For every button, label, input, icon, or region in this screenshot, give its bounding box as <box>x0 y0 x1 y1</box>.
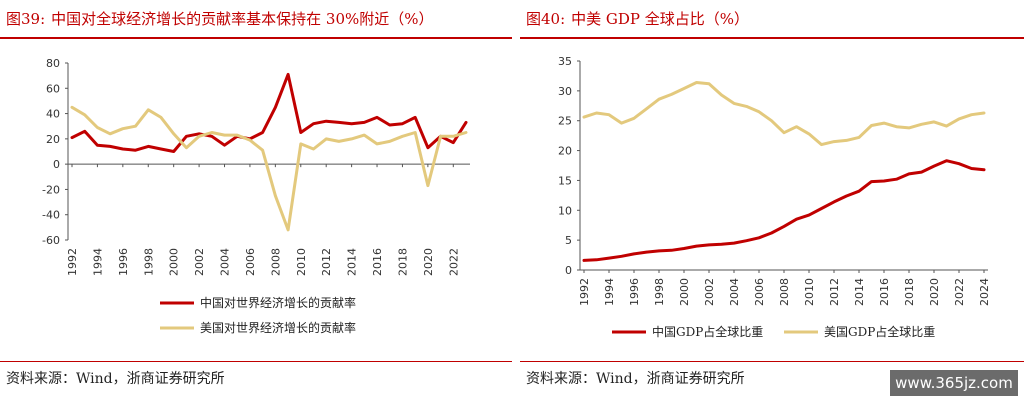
x-tick-label: 1996 <box>117 248 130 276</box>
y-tick-label: 15 <box>558 174 572 187</box>
x-tick-label: 2006 <box>753 278 766 306</box>
right-source-note: 资料来源：Wind，浙商证券研究所 <box>526 371 745 387</box>
x-tick-label: 2012 <box>828 278 841 306</box>
left-title-text: 中国对全球经济增长的贡献率基本保持在 30%附近（%） <box>51 10 434 28</box>
x-tick-label: 2004 <box>728 278 741 306</box>
x-tick-label: 2022 <box>953 278 966 306</box>
y-tick-label: 25 <box>558 115 572 128</box>
series-line <box>70 72 468 153</box>
x-tick-label: 2014 <box>346 248 359 276</box>
x-tick-label: 2002 <box>193 248 206 276</box>
x-tick-label: 2008 <box>778 278 791 306</box>
x-tick-label: 2010 <box>295 248 308 276</box>
x-tick-label: 2000 <box>678 278 691 306</box>
left-figure-number: 图39: <box>6 10 46 28</box>
left-panel-title: 图39: 中国对全球经济增长的贡献率基本保持在 30%附近（%） <box>6 8 434 29</box>
y-tick-label: 10 <box>558 204 572 217</box>
y-tick-label: 20 <box>46 133 60 146</box>
y-tick-label: -20 <box>42 183 60 196</box>
x-tick-label: 1998 <box>653 278 666 306</box>
x-tick-label: 2006 <box>244 248 257 276</box>
contribution-chart: 80 60 40 20 0 -20 -40 -60 1992 1994 1996 1998 2000 20… <box>42 57 470 335</box>
y-tick-label: 20 <box>558 145 572 158</box>
legend-label: 美国对世界经济增长的贡献率 <box>200 320 356 335</box>
x-tick-label: 1992 <box>578 278 591 306</box>
y-tick-label: 0 <box>565 264 572 277</box>
y-tick-label: -60 <box>42 234 60 247</box>
series-line <box>70 105 468 232</box>
right-title-text: 中美 GDP 全球占比（%） <box>571 10 750 28</box>
y-tick-label: 5 <box>565 234 572 247</box>
x-tick-label: 2000 <box>168 248 181 276</box>
right-source-rule <box>520 361 1024 362</box>
y-tick-label: 35 <box>558 55 572 68</box>
gdp-share-chart: 35 30 25 20 15 10 5 0 1992 1994 1996 1998 2000 2002 20… <box>558 55 991 339</box>
x-tick-label: 2020 <box>422 248 435 276</box>
legend-label: 美国GDP占全球比重 <box>824 324 935 339</box>
y-tick-label: 80 <box>46 57 60 70</box>
x-tick-label: 2022 <box>447 248 460 276</box>
y-tick-label: 30 <box>558 85 572 98</box>
legend-label: 中国对世界经济增长的贡献率 <box>200 295 356 310</box>
x-tick-label: 2012 <box>320 248 333 276</box>
left-source-rule <box>0 361 512 362</box>
series-line <box>582 159 986 262</box>
site-watermark: www.365jz.com <box>890 370 1018 396</box>
y-tick-label: 0 <box>53 158 60 171</box>
x-tick-label: 2002 <box>703 278 716 306</box>
x-tick-label: 1992 <box>66 248 79 276</box>
right-panel-title: 图40: 中美 GDP 全球占比（%） <box>526 8 749 29</box>
x-tick-label: 2016 <box>371 248 384 276</box>
x-tick-label: 2010 <box>803 278 816 306</box>
x-tick-label: 2024 <box>978 278 991 306</box>
y-tick-label: 60 <box>46 82 60 95</box>
x-tick-label: 2004 <box>219 248 232 276</box>
x-tick-label: 1998 <box>142 248 155 276</box>
x-tick-label: 2014 <box>853 278 866 306</box>
x-tick-label: 2018 <box>903 278 916 306</box>
series-line <box>582 81 986 147</box>
legend-label: 中国GDP占全球比重 <box>652 324 763 339</box>
x-tick-label: 2008 <box>269 248 282 276</box>
x-tick-label: 2018 <box>396 248 409 276</box>
right-figure-number: 图40: <box>526 10 566 28</box>
x-tick-label: 1996 <box>628 278 641 306</box>
left-title-rule <box>0 37 512 39</box>
y-tick-label: -40 <box>42 209 60 222</box>
right-panel: 图40: 中美 GDP 全球占比（%） 35 30 25 20 15 10 5 0 1992 199… <box>520 0 1024 402</box>
x-tick-label: 1994 <box>603 278 616 306</box>
left-panel: 图39: 中国对全球经济增长的贡献率基本保持在 30%附近（%） 80 60 40 20… <box>0 8 512 387</box>
x-tick-label: 2020 <box>928 278 941 306</box>
left-source-note: 资料来源：Wind，浙商证券研究所 <box>6 371 225 387</box>
y-tick-label: 40 <box>46 108 60 121</box>
x-tick-label: 2016 <box>878 278 891 306</box>
right-title-rule <box>520 37 1024 39</box>
x-tick-label: 1994 <box>91 248 104 276</box>
